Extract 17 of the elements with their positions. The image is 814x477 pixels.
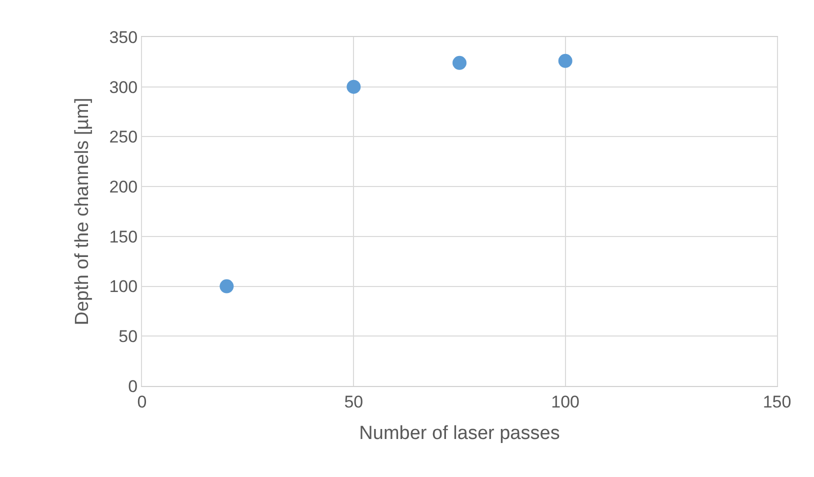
x-axis-title: Number of laser passes: [359, 423, 560, 444]
y-axis-title: Depth of the channels [µm]: [72, 98, 94, 326]
y-tick-label: 150: [109, 227, 138, 246]
y-tick-label: 300: [109, 78, 138, 97]
point: [452, 56, 466, 70]
point: [346, 80, 361, 94]
y-tick-label: 100: [109, 277, 138, 296]
y-tick-label: 50: [118, 327, 138, 346]
x-tick-label: 150: [762, 392, 792, 412]
x-tick-label: 100: [551, 392, 580, 412]
y-tick-label: 200: [109, 178, 138, 197]
y-tick-label: 250: [109, 128, 138, 147]
y-tick-label: 350: [109, 28, 138, 47]
point: [220, 279, 234, 294]
x-tick-label: 50: [344, 392, 364, 412]
y-tick-label: 0: [128, 376, 138, 396]
point: [558, 54, 572, 68]
